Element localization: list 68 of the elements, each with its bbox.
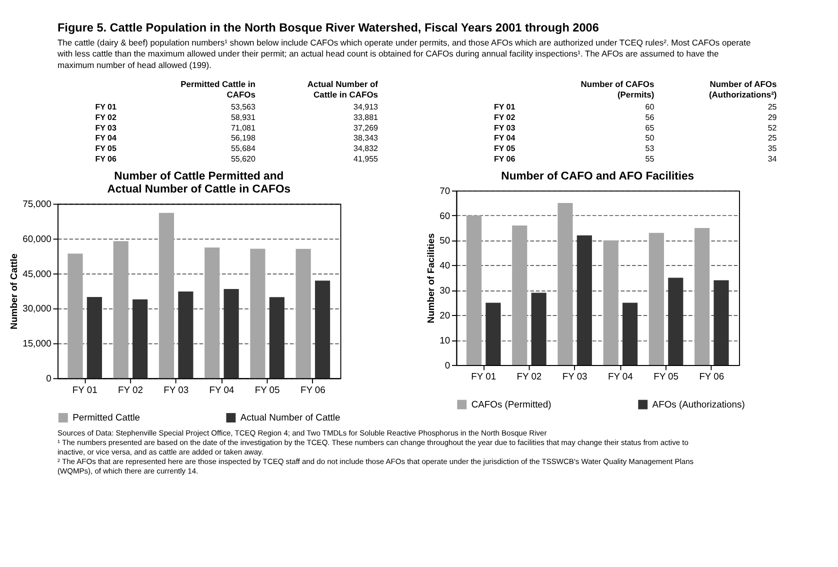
bar xyxy=(296,248,311,378)
bar xyxy=(714,280,729,365)
x-tick-label: FY 06 xyxy=(300,384,326,395)
text: The cattle (dairy & beef) population numbers¹ shown below include CAFOs which operate under permits, and those AFOs which are authorized under TCEQ rules². Most CAFOs operate with less cattle than the maximum allowed under their permit; an actual head count is obtained for CAFOs during annual facility inspections¹. The AFOs are assumed to have the maximum number of head allowed (199). xyxy=(56,37,751,70)
y-axis-title: Number of Cattle xyxy=(8,254,19,330)
bar xyxy=(648,232,664,365)
text: Figure 5. Cattle Population in the North Bosque River Watershed, Fiscal Years 2001 through 2006 xyxy=(58,21,600,34)
y-tick-label: 15,000 xyxy=(22,338,52,349)
text: Number of CAFOs (Permits) xyxy=(580,78,654,100)
y-tick-label: 60,000 xyxy=(22,232,52,244)
bar xyxy=(224,289,239,378)
text: Actual Number of Cattle in CAFOs xyxy=(107,183,291,196)
x-tick-label: FY 05 xyxy=(654,370,679,382)
bar xyxy=(113,241,128,378)
bar xyxy=(486,302,501,365)
bar xyxy=(158,212,174,378)
x-tick-label: FY 03 xyxy=(562,370,588,382)
y-tick-label: 0 xyxy=(46,372,52,384)
bar xyxy=(603,240,618,365)
chart-title: Number of CAFO and AFO Facilities xyxy=(501,170,694,182)
y-tick-label: 10 xyxy=(440,334,450,346)
y-tick-label: 60 xyxy=(440,210,450,221)
x-tick-label: FY 02 xyxy=(516,370,542,382)
y-tick-label: 40 xyxy=(440,260,450,271)
legend-label: AFOs (Authorizations) xyxy=(652,398,745,410)
y-tick-label: 30 xyxy=(440,284,450,296)
text: ¹ The numbers presented are based on the date of the investigation by the TCEQ. These numbers can change throughout the year due to facilities that may change their status from active to inactive, or vice versa, and as cattle are added or taken away. xyxy=(58,438,688,457)
source-note: Sources of Data: Stephenville Special Project Office, TCEQ Region 4; and Two TMDLs for Soluble Reactive Phosphorus in the North Bosque River xyxy=(58,428,548,438)
text: ² The AFOs that are represented here are those inspected by TCEQ staff and do not include those AFOs that operate under the jurisdiction of the TSSWCB's Water Quality Management Plans (WQMPs), of which there are currently 14. xyxy=(58,456,694,476)
y-axis-title: Number of Facilities xyxy=(424,233,436,324)
y-tick-label: 30,000 xyxy=(22,302,52,314)
bar xyxy=(531,292,546,365)
bar xyxy=(178,292,194,378)
bar xyxy=(622,302,638,365)
y-tick-label: 50 xyxy=(440,234,450,246)
bar xyxy=(512,225,528,365)
x-tick-label: FY 04 xyxy=(608,370,633,382)
legend-label: Permitted Cattle xyxy=(72,412,140,423)
bar xyxy=(694,228,710,365)
bar xyxy=(86,296,102,378)
y-tick-label: 0 xyxy=(444,359,450,370)
bar xyxy=(68,254,83,378)
x-tick-label: FY 04 xyxy=(209,384,234,395)
bar xyxy=(204,248,220,378)
y-tick-label: 75,000 xyxy=(22,198,52,210)
legend-label: CAFOs (Permitted) xyxy=(471,398,552,410)
legend-label: Actual Number of Cattle xyxy=(240,412,340,423)
x-tick-label: FY 05 xyxy=(254,384,280,395)
bar xyxy=(132,299,148,378)
text: Actual Number of Cattle in CAFOs xyxy=(307,78,378,100)
text: Number of AFOs (Authorizations²) xyxy=(708,78,778,100)
x-tick-label: FY 01 xyxy=(72,384,98,395)
bar xyxy=(250,248,266,378)
bar xyxy=(558,203,573,365)
text: Permitted Cattle in CAFOs xyxy=(180,78,256,100)
x-tick-label: FY 03 xyxy=(164,384,189,395)
bar xyxy=(466,216,482,365)
bar xyxy=(314,280,330,378)
bar xyxy=(269,297,284,378)
bar xyxy=(576,235,592,365)
y-tick-label: 70 xyxy=(440,184,450,196)
chart-title: Number of Cattle Permitted and xyxy=(114,170,284,182)
x-tick-label: FY 02 xyxy=(118,384,143,395)
bar xyxy=(668,278,684,365)
y-tick-label: 45,000 xyxy=(22,268,52,279)
x-tick-label: FY 01 xyxy=(471,370,496,382)
x-tick-label: FY 06 xyxy=(699,370,724,382)
y-tick-label: 20 xyxy=(440,309,450,320)
